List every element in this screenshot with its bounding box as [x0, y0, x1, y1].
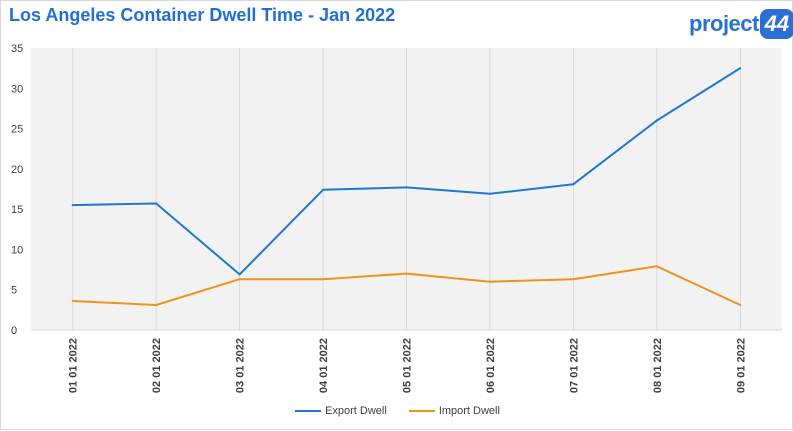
y-tick-label: 10: [11, 244, 23, 256]
data-point-export: [405, 186, 408, 189]
data-point-import: [405, 272, 408, 275]
x-tick-label: 08 01 2022: [652, 338, 664, 393]
data-point-import: [488, 280, 491, 283]
data-point-export: [322, 188, 325, 191]
x-tick-label: 06 01 2022: [485, 338, 497, 393]
data-point-export: [488, 192, 491, 195]
data-point-export: [155, 202, 158, 205]
y-tick-label: 25: [11, 124, 23, 136]
data-point-import: [655, 265, 658, 268]
legend-item-export: Export Dwell: [295, 405, 387, 417]
x-tick-label: 03 01 2022: [235, 338, 247, 393]
y-tick-label: 0: [11, 325, 17, 337]
x-tick-label: 09 01 2022: [735, 338, 747, 393]
data-point-import: [322, 278, 325, 281]
logo-badge: 44: [759, 9, 793, 39]
data-point-export: [739, 67, 742, 70]
x-axis-ticks: 01 01 2022 02 01 2022 03 01 2022 04 01 2022…: [68, 338, 748, 393]
x-tick-label: 07 01 2022: [568, 338, 580, 393]
data-point-import: [739, 304, 742, 307]
legend: Export Dwell Import Dwell: [1, 405, 793, 417]
legend-swatch-import: [408, 410, 435, 412]
x-tick-label: 02 01 2022: [151, 338, 163, 393]
x-tick-label: 01 01 2022: [68, 338, 80, 393]
y-tick-label: 30: [11, 83, 23, 95]
legend-swatch-export: [295, 410, 322, 412]
logo-text: project: [689, 11, 759, 36]
data-point-export: [71, 204, 74, 207]
data-point-import: [238, 278, 241, 281]
chart-title: Los Angeles Container Dwell Time - Jan 2…: [9, 5, 396, 25]
x-tick-label: 05 01 2022: [402, 338, 414, 393]
data-point-export: [238, 273, 241, 276]
legend-label-import: Import Dwell: [438, 405, 500, 417]
data-point-import: [155, 304, 158, 307]
legend-label-export: Export Dwell: [325, 405, 387, 417]
data-point-import: [71, 299, 74, 302]
y-tick-label: 5: [11, 285, 17, 297]
legend-item-import: Import Dwell: [408, 405, 500, 417]
y-tick-label: 35: [11, 43, 23, 55]
project44-logo: project 44: [689, 9, 793, 39]
y-tick-label: 20: [11, 164, 23, 176]
y-axis-ticks: 0 5 10 15 20 25 30 35: [11, 43, 23, 337]
y-tick-label: 15: [11, 204, 23, 216]
series-lines: [71, 67, 742, 307]
data-point-export: [655, 119, 658, 122]
data-point-export: [572, 183, 575, 186]
x-tick-label: 04 01 2022: [318, 338, 330, 393]
data-point-import: [572, 278, 575, 281]
